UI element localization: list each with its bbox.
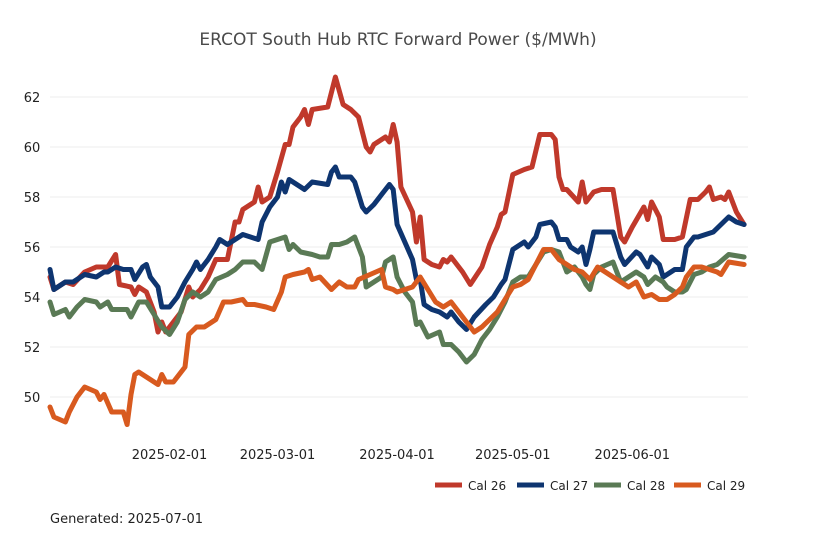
legend: Cal 26 Cal 27 Cal 28 Cal 29 bbox=[435, 479, 745, 493]
y-tick-label-54: 54 bbox=[24, 291, 41, 306]
series-line-cal-29 bbox=[47, 247, 747, 427]
x-axis-tick-labels: 2025-02-01 2025-03-01 2025-04-01 2025-05-01… bbox=[132, 448, 670, 463]
y-tick-label-60: 60 bbox=[24, 141, 41, 156]
series-lines bbox=[47, 74, 747, 427]
y-axis-tick-labels: 50 52 54 56 58 60 62 bbox=[24, 91, 41, 406]
y-tick-label-56: 56 bbox=[24, 241, 41, 256]
series-line-cal-27 bbox=[47, 164, 747, 332]
x-tick-label-2025-02-01: 2025-02-01 bbox=[132, 448, 208, 463]
x-tick-label-2025-04-01: 2025-04-01 bbox=[359, 448, 435, 463]
x-tick-label-2025-03-01: 2025-03-01 bbox=[240, 448, 316, 463]
legend-label-cal-28: Cal 28 bbox=[627, 479, 665, 493]
y-tick-label-58: 58 bbox=[24, 191, 41, 206]
x-tick-label-2025-05-01: 2025-05-01 bbox=[475, 448, 551, 463]
chart-title: ERCOT South Hub RTC Forward Power ($/MWh… bbox=[199, 30, 596, 50]
x-tick-label-2025-06-01: 2025-06-01 bbox=[595, 448, 671, 463]
generated-footnote: Generated: 2025-07-01 bbox=[50, 512, 204, 527]
legend-label-cal-29: Cal 29 bbox=[707, 479, 745, 493]
y-tick-label-62: 62 bbox=[24, 91, 41, 106]
legend-label-cal-27: Cal 27 bbox=[550, 479, 588, 493]
y-tick-label-52: 52 bbox=[24, 341, 41, 356]
legend-label-cal-26: Cal 26 bbox=[468, 479, 506, 493]
y-tick-label-50: 50 bbox=[24, 391, 41, 406]
